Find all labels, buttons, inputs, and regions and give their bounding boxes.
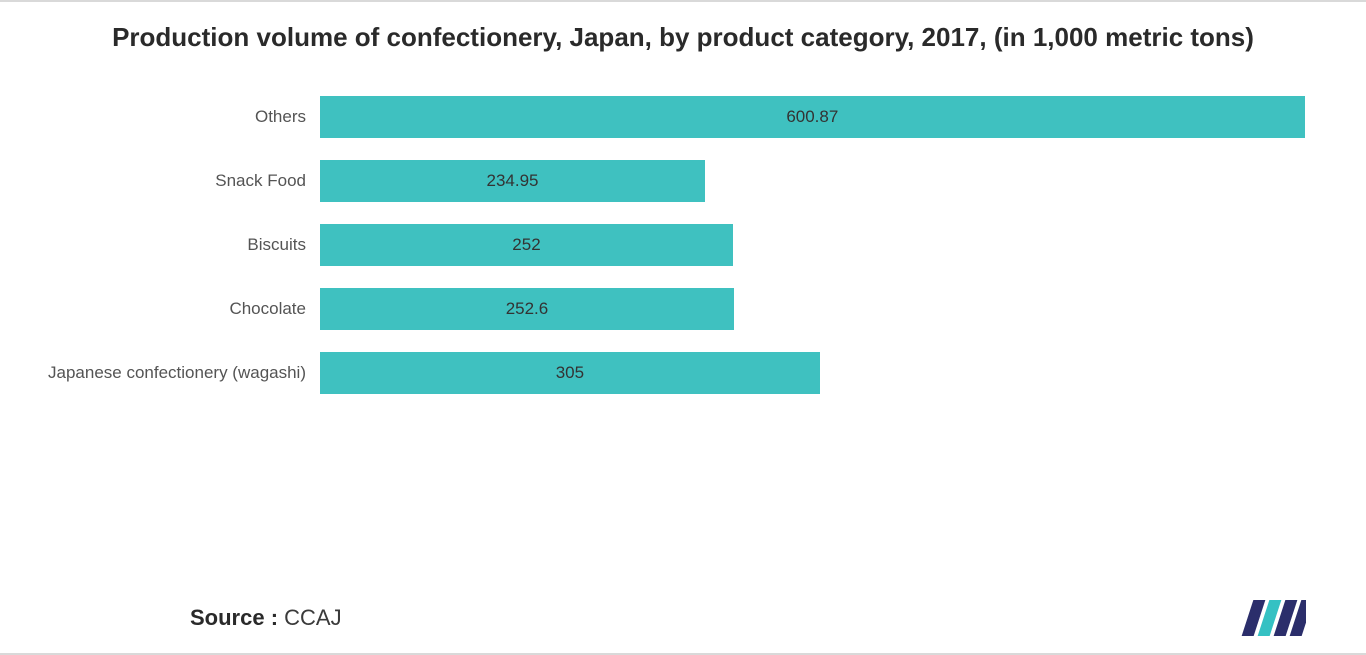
bar: 600.87 (320, 96, 1305, 138)
bar: 252 (320, 224, 733, 266)
bar-row: Snack Food 234.95 (30, 149, 1336, 213)
chart-frame: Production volume of confectionery, Japa… (0, 0, 1366, 655)
category-label: Snack Food (30, 171, 320, 191)
category-label: Chocolate (30, 299, 320, 319)
bar: 234.95 (320, 160, 705, 202)
bar-value-label: 252 (512, 235, 540, 255)
publisher-logo (1236, 598, 1306, 638)
source-value: CCAJ (284, 605, 341, 630)
chart-title: Production volume of confectionery, Japa… (30, 20, 1336, 85)
bar-value-label: 305 (556, 363, 584, 383)
bar-row: Chocolate 252.6 (30, 277, 1336, 341)
bar-track: 252.6 (320, 277, 1336, 341)
bar-value-label: 600.87 (786, 107, 838, 127)
bar-track: 252 (320, 213, 1336, 277)
bar-value-label: 234.95 (487, 171, 539, 191)
bar-row: Biscuits 252 (30, 213, 1336, 277)
bar-track: 600.87 (320, 85, 1336, 149)
bar: 252.6 (320, 288, 734, 330)
chart-footer: Source : CCAJ (0, 583, 1366, 653)
category-label: Others (30, 107, 320, 127)
category-label: Japanese confectionery (wagashi) (30, 363, 320, 383)
bar-value-label: 252.6 (506, 299, 549, 319)
source-label: Source : (190, 605, 278, 630)
bar-row: Japanese confectionery (wagashi) 305 (30, 341, 1336, 405)
bar: 305 (320, 352, 820, 394)
bar-track: 305 (320, 341, 1336, 405)
bar-track: 234.95 (320, 149, 1336, 213)
mi-logo-icon (1236, 598, 1306, 638)
bar-row: Others 600.87 (30, 85, 1336, 149)
category-label: Biscuits (30, 235, 320, 255)
source-caption: Source : CCAJ (190, 605, 342, 631)
chart-plot-area: Others 600.87 Snack Food 234.95 Biscuits 252 C… (30, 85, 1336, 405)
